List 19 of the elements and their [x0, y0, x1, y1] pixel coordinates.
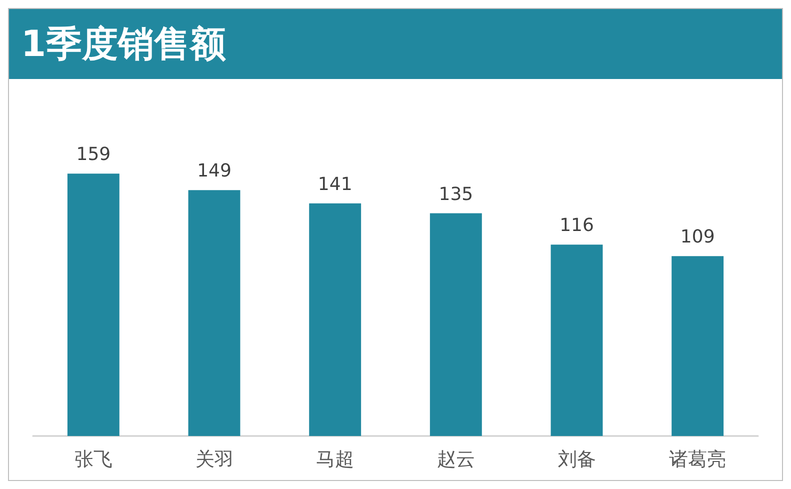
data-label: 116: [560, 215, 594, 236]
x-tick-label: 马超: [316, 448, 354, 470]
data-label: 109: [680, 226, 715, 248]
data-label: 135: [438, 184, 474, 205]
bar: [430, 213, 482, 436]
x-tick-label: 诸葛亮: [669, 448, 726, 470]
data-label: 141: [318, 174, 352, 195]
bar: [550, 244, 603, 436]
x-tick-label: 刘备: [558, 448, 596, 470]
bar: [188, 190, 240, 436]
bar: [67, 174, 120, 436]
x-tick-label: 张飞: [74, 448, 112, 470]
data-label: 159: [76, 144, 111, 166]
x-tick-label: 关羽: [195, 448, 234, 470]
chart-title: 1季度销售额: [21, 22, 226, 66]
x-tick-label: 赵云: [436, 448, 475, 470]
bar: [672, 256, 724, 436]
bar: [309, 203, 362, 436]
data-label: 149: [197, 160, 232, 182]
